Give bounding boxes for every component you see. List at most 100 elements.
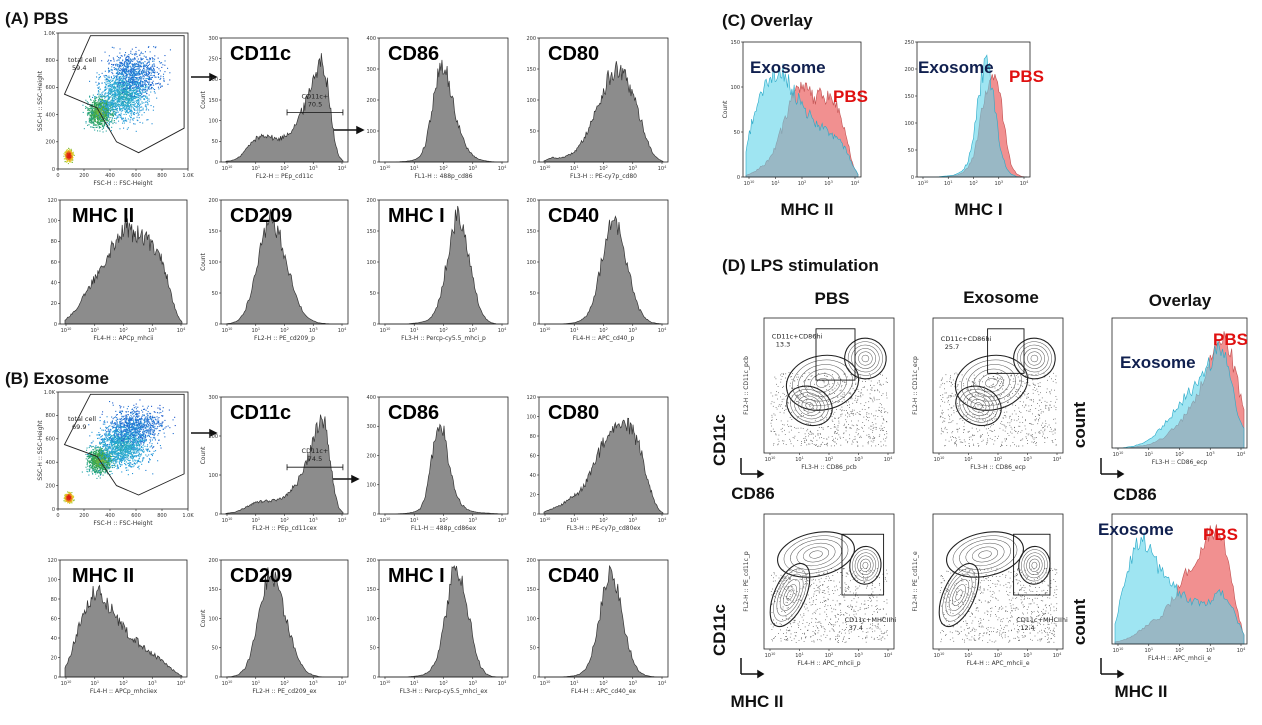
B-scatter-event xyxy=(88,474,90,476)
A-scatter-event xyxy=(142,78,144,80)
A-scatter-event xyxy=(125,108,127,110)
A-scatter-event xyxy=(90,126,92,128)
A-scatter-event xyxy=(150,105,152,107)
A-scatter-event xyxy=(130,78,132,80)
B-scatter-event xyxy=(105,466,107,468)
A-scatter-event xyxy=(147,70,149,72)
B-scatter-event xyxy=(101,455,103,457)
A-scatter-event xyxy=(126,111,128,113)
B-scatter-event xyxy=(86,447,88,449)
B-scatter-event xyxy=(94,447,96,449)
A-scatter-event xyxy=(146,63,148,65)
A-scatter-event xyxy=(106,114,108,116)
A-scatter-event xyxy=(144,84,146,86)
A-scatter-event xyxy=(135,92,137,94)
A-scatter-event xyxy=(148,86,150,88)
A-scatter-event xyxy=(122,68,124,70)
A-scatter-event xyxy=(119,100,121,102)
A-scatter-event xyxy=(110,79,112,81)
A-scatter-event xyxy=(122,102,124,104)
A-scatter-event xyxy=(129,72,131,74)
A-scatter-event xyxy=(129,115,131,117)
B-scatter-event xyxy=(121,464,123,466)
A-scatter-event xyxy=(110,100,112,102)
A-scatter-event xyxy=(142,88,144,90)
A-scatter-event xyxy=(136,87,138,89)
A-scatter-event xyxy=(116,82,118,84)
A-scatter-event xyxy=(102,91,104,93)
B-scatter-event xyxy=(66,500,68,502)
A-scatter-event xyxy=(120,85,122,87)
A-scatter-event xyxy=(130,116,132,118)
A-scatter-event xyxy=(139,76,141,78)
A-scatter-event xyxy=(101,94,103,96)
A-scatter-event xyxy=(115,90,117,92)
A-scatter-event xyxy=(146,77,148,79)
A-scatter-event xyxy=(141,70,143,72)
A-scatter-event xyxy=(108,79,110,81)
A-scatter-event xyxy=(139,68,141,70)
B-scatter-event xyxy=(69,496,71,498)
A-scatter-event xyxy=(137,90,139,92)
A-scatter-event xyxy=(138,73,140,75)
A-scatter-event xyxy=(107,114,109,116)
A-scatter-event xyxy=(87,112,89,114)
A-scatter-event xyxy=(140,85,142,87)
A-scatter-event xyxy=(142,95,144,97)
A-scatter-event xyxy=(71,160,73,162)
A-scatter-event xyxy=(119,61,121,63)
A-scatter-event xyxy=(111,106,113,108)
A-scatter-event xyxy=(102,107,104,109)
A-scatter-event xyxy=(140,71,142,73)
A-scatter-event xyxy=(154,76,156,78)
B-scatter-event xyxy=(70,497,72,499)
A-scatter-event xyxy=(99,121,101,123)
A-scatter-event xyxy=(135,98,137,100)
A-scatter-event xyxy=(138,64,140,66)
A-scatter-event xyxy=(126,109,128,111)
A-scatter-event xyxy=(132,97,134,99)
A-scatter-event xyxy=(144,66,146,68)
A-scatter-event xyxy=(94,121,96,123)
A-scatter-event xyxy=(116,83,118,85)
B-scatter-event xyxy=(88,456,90,458)
B-scatter-event xyxy=(98,451,100,453)
A-scatter-event xyxy=(121,110,123,112)
B-scatter-event xyxy=(95,462,97,464)
A-scatter-event xyxy=(92,109,94,111)
A-scatter-event xyxy=(130,103,132,105)
A-scatter-event xyxy=(145,90,147,92)
A-scatter-event xyxy=(137,100,139,102)
A-scatter-event xyxy=(133,74,135,76)
A-scatter-event xyxy=(97,103,99,105)
A-scatter-event xyxy=(115,118,117,120)
A-scatter-event xyxy=(114,101,116,103)
A-scatter-event xyxy=(133,83,135,85)
A-scatter-event xyxy=(142,75,144,77)
A-scatter-event xyxy=(136,119,138,121)
A-scatter-event xyxy=(163,79,165,81)
A-scatter-event xyxy=(111,95,113,97)
d-y-cd11c-top: CD11c xyxy=(710,414,729,466)
B-scatter-event xyxy=(129,459,131,461)
A-scatter-event xyxy=(149,69,151,71)
B-scatter-event xyxy=(106,463,108,465)
A-scatter-event xyxy=(105,109,107,111)
A-scatter-event xyxy=(125,65,127,67)
A-scatter-event xyxy=(114,111,116,113)
A-scatter-event xyxy=(133,63,135,65)
A-scatter-event xyxy=(99,104,101,106)
A-scatter-event xyxy=(125,97,127,99)
A-scatter-event xyxy=(115,104,117,106)
A-scatter-event xyxy=(150,77,152,79)
B-scatter-event xyxy=(85,453,87,455)
A-scatter-event xyxy=(152,66,154,68)
A-scatter-event xyxy=(115,122,117,124)
A-scatter-event xyxy=(132,65,134,67)
A-scatter-event xyxy=(111,98,113,100)
A-scatter-event xyxy=(116,90,118,92)
A-scatter-event xyxy=(121,102,123,104)
A-scatter-event xyxy=(96,115,98,117)
A-scatter-event xyxy=(91,126,93,128)
A-scatter-event xyxy=(138,99,140,101)
